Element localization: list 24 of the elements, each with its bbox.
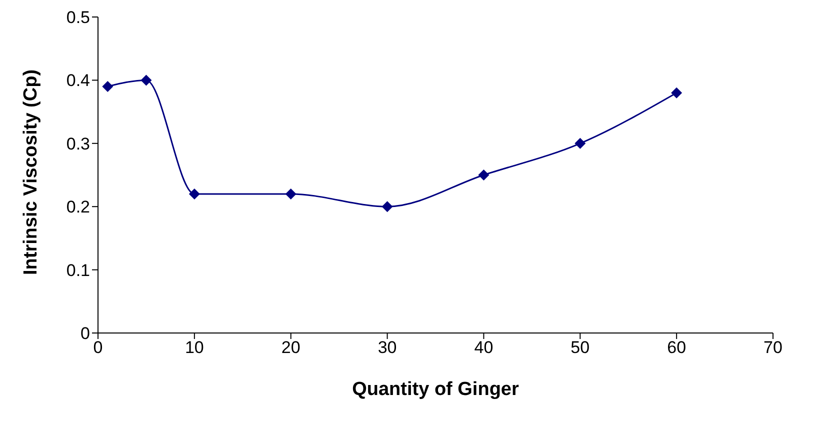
point — [574, 138, 586, 149]
x-tick-label: 0 — [93, 338, 103, 358]
x-tick-label: 60 — [667, 338, 686, 358]
x-tick-label: 70 — [764, 338, 782, 358]
y-tick-label: 0 — [80, 324, 90, 344]
x-tick-label: 20 — [281, 338, 300, 358]
point — [188, 188, 200, 200]
y-tick-label: 0.5 — [66, 8, 90, 28]
y-tick-label: 0.1 — [66, 260, 90, 280]
x-tick-label: 30 — [378, 338, 397, 358]
point — [382, 201, 393, 212]
y-tick-label: 0.3 — [66, 134, 90, 154]
point — [285, 188, 296, 200]
y-axis-title: Intrinsic Viscosity (Cp) — [20, 69, 42, 275]
x-tick-label: 50 — [570, 338, 590, 358]
y-tick-label: 0.4 — [66, 71, 90, 90]
y-tick-label: 0.2 — [66, 198, 90, 217]
point — [140, 74, 152, 86]
x-axis-title: Quantity of Ginger — [352, 379, 520, 400]
point — [102, 81, 114, 92]
x-tick-label: 10 — [184, 338, 204, 358]
point — [478, 170, 490, 180]
x-tick-label: 40 — [474, 338, 494, 358]
point — [671, 87, 682, 98]
